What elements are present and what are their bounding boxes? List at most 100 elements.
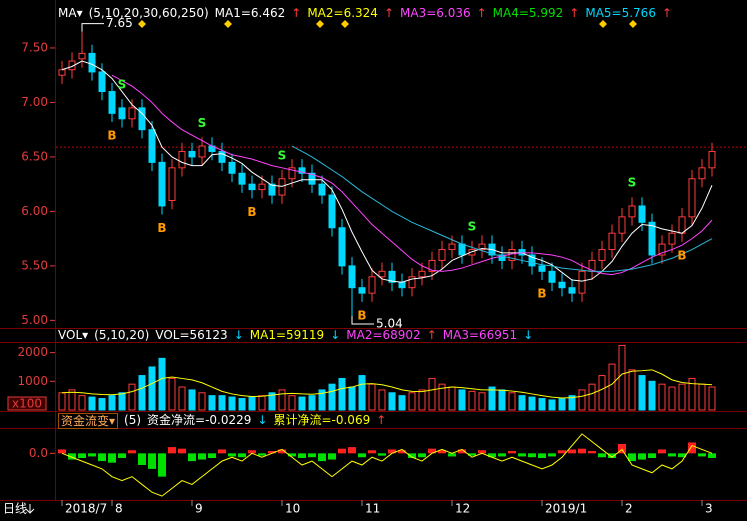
volume-bar <box>298 396 306 411</box>
x-tick-label: 8 <box>115 502 123 516</box>
flow-bar <box>388 449 396 454</box>
extreme-leader <box>81 23 104 32</box>
candle-body <box>278 178 286 196</box>
indicator-menu[interactable]: 资金流变▾ <box>58 413 119 429</box>
flow-bar <box>258 453 266 456</box>
volume-bar <box>568 395 576 411</box>
flow-bar <box>218 449 226 454</box>
candle-body <box>448 243 456 251</box>
indicator-value: MA3=6.036 <box>400 6 471 20</box>
candle-body <box>478 243 486 251</box>
flow-bar <box>458 449 466 454</box>
volume-bar <box>678 383 686 411</box>
volume-bar <box>508 392 516 411</box>
volume-bar <box>128 383 136 411</box>
volume-bar <box>708 386 716 411</box>
flow-bar <box>98 453 106 462</box>
volume-bar <box>188 389 196 411</box>
trade-signal: B <box>157 221 166 235</box>
ma-line <box>61 60 713 283</box>
x-tick-label: 12 <box>455 502 470 516</box>
flow-bar <box>668 453 676 457</box>
indicator-value: MA1=59119 <box>249 328 325 342</box>
candle-body <box>378 270 386 278</box>
candle-body <box>618 216 626 234</box>
flow-bar <box>418 453 426 458</box>
volume-bar <box>398 395 406 411</box>
trade-signal: S <box>118 78 127 92</box>
event-marker <box>316 20 324 28</box>
volume-bar <box>198 392 206 411</box>
candle-body <box>438 249 446 261</box>
volume-bar <box>388 392 396 411</box>
flow-bar <box>478 450 486 454</box>
flow-bar <box>428 448 436 454</box>
volume-bar <box>358 375 366 411</box>
indicator-menu[interactable]: VOL▾ <box>58 328 89 342</box>
volume-bar <box>318 389 326 411</box>
volume-bar <box>698 383 706 411</box>
candle-body <box>458 243 466 256</box>
x-tick-label: 11 <box>365 502 380 516</box>
period-tab[interactable]: 日线 <box>3 502 27 516</box>
trade-signal: B <box>537 287 546 301</box>
volume-bar <box>178 386 186 411</box>
flow-bar <box>568 449 576 454</box>
flow-bar <box>378 453 386 456</box>
volume-bar <box>268 392 276 411</box>
low-label: 5.04 <box>376 317 403 331</box>
cumulative-line <box>61 433 713 497</box>
volume-bar <box>138 375 146 411</box>
flow-bar <box>128 450 136 454</box>
trade-signal: B <box>357 308 366 322</box>
candle-body <box>58 69 66 76</box>
trend-arrow: ↑ <box>569 6 580 20</box>
flow-bar <box>548 453 556 457</box>
flow-bar <box>598 453 606 458</box>
trend-arrow: ↓ <box>233 328 244 342</box>
flow-bar <box>448 453 456 457</box>
flow-bar <box>708 453 716 458</box>
volume-bar <box>498 389 506 411</box>
volume-bar <box>658 383 666 411</box>
candle-body <box>408 276 416 289</box>
x-tick-label: 9 <box>195 502 203 516</box>
volume-bar <box>668 386 676 411</box>
flow-bar <box>368 450 376 454</box>
x-tick-label: 2 <box>625 502 633 516</box>
indicator-menu[interactable]: MA▾ <box>58 6 83 20</box>
volume-bar <box>208 395 216 411</box>
volume-bar <box>538 398 546 411</box>
indicator-value: MA2=6.324 <box>307 6 378 20</box>
event-marker <box>341 20 349 28</box>
flow-bar <box>538 453 546 458</box>
volume-bar <box>548 399 556 411</box>
flow-bar <box>328 453 336 460</box>
flow-bar <box>528 453 536 458</box>
candle-body <box>328 194 336 229</box>
trend-arrow: ↓ <box>257 413 268 427</box>
volume-bar <box>98 398 106 411</box>
indicator-params: (5) <box>124 413 142 427</box>
indicator-value: VOL=56123 <box>155 328 228 342</box>
volume-bar <box>228 396 236 411</box>
candle-body <box>608 232 616 251</box>
trade-signal: B <box>677 248 686 262</box>
volume-bar <box>428 377 436 411</box>
event-markers <box>138 20 637 28</box>
candle-body <box>138 107 146 131</box>
y-tick-label: 7.00 <box>21 95 48 109</box>
volume-bar <box>598 375 606 411</box>
candle-body <box>258 183 266 191</box>
candle-body <box>528 254 536 267</box>
volume-bar <box>638 375 646 411</box>
flow-bar <box>408 453 416 458</box>
candle-body <box>238 172 246 185</box>
event-marker <box>599 20 607 28</box>
flow-bar <box>608 453 616 458</box>
indicator-value: MA4=5.992 <box>492 6 564 20</box>
volume-bar <box>648 380 656 411</box>
volume-bar <box>108 395 116 411</box>
volume-bar <box>488 386 496 411</box>
event-marker <box>138 20 146 28</box>
